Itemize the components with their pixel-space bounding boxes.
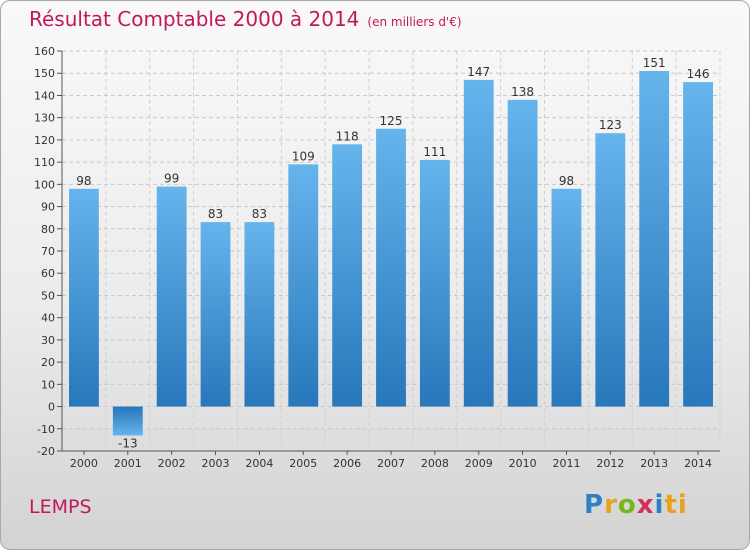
value-label: 138 bbox=[511, 85, 534, 99]
value-label: 147 bbox=[467, 65, 490, 79]
y-tick-label: 50 bbox=[41, 289, 55, 302]
y-tick-label: 140 bbox=[34, 89, 55, 102]
x-tick-label: 2013 bbox=[640, 457, 668, 470]
value-label: 98 bbox=[559, 174, 574, 188]
x-tick-label: 2012 bbox=[596, 457, 624, 470]
bar-2005 bbox=[288, 164, 319, 407]
proxiti-logo: Proxiti bbox=[584, 490, 688, 520]
value-label: 111 bbox=[423, 145, 446, 159]
value-label: -13 bbox=[118, 436, 138, 450]
bar-2012 bbox=[595, 133, 626, 407]
bar-2002 bbox=[156, 186, 187, 407]
x-tick-label: 2010 bbox=[509, 457, 537, 470]
value-label: 123 bbox=[599, 118, 622, 132]
value-labels: 98 -13 99 83 83 109 118 125 111 147 138 98 123 151 146 bbox=[76, 56, 709, 450]
value-label: 98 bbox=[76, 174, 91, 188]
bars bbox=[69, 71, 713, 436]
bar-2013 bbox=[639, 71, 670, 407]
x-tick-label: 2003 bbox=[202, 457, 230, 470]
x-tick-label: 2007 bbox=[377, 457, 405, 470]
bar-2001 bbox=[112, 406, 143, 436]
commune-name: LEMPS bbox=[29, 496, 92, 518]
y-tick-label: 80 bbox=[41, 223, 55, 236]
y-tick-label: -20 bbox=[37, 445, 55, 458]
y-tick-label: 100 bbox=[34, 178, 55, 191]
value-label: 109 bbox=[292, 149, 315, 163]
x-tick-label: 2009 bbox=[465, 457, 493, 470]
y-tick-label: 110 bbox=[34, 156, 55, 169]
y-tick-label: 130 bbox=[34, 112, 55, 125]
value-label: 83 bbox=[252, 207, 267, 221]
bar-2004 bbox=[244, 222, 275, 407]
chart-title: Résultat Comptable 2000 à 2014 (en millie… bbox=[29, 7, 462, 31]
y-tick-label: 90 bbox=[41, 201, 55, 214]
value-label: 118 bbox=[336, 129, 359, 143]
bar-2006 bbox=[332, 144, 363, 407]
bar-2008 bbox=[419, 159, 450, 407]
bar-2014 bbox=[683, 82, 713, 407]
x-tick-label: 2006 bbox=[333, 457, 361, 470]
y-tick-label: 40 bbox=[41, 312, 55, 325]
y-tick-label: -10 bbox=[37, 423, 55, 436]
y-tick-label: 10 bbox=[41, 378, 55, 391]
bar-2009 bbox=[463, 79, 494, 407]
y-tick-label: 120 bbox=[34, 134, 55, 147]
bar-2003 bbox=[200, 222, 231, 407]
x-tick-label: 2005 bbox=[289, 457, 317, 470]
x-tick-label: 2011 bbox=[552, 457, 580, 470]
x-tick-label: 2000 bbox=[70, 457, 98, 470]
axes: -20 -10 0 10 20 30 40 50 60 70 80 90 100 110 120 130 140… bbox=[34, 45, 720, 470]
value-label: 99 bbox=[164, 172, 179, 186]
value-label: 125 bbox=[380, 114, 403, 128]
x-tick-label: 2008 bbox=[421, 457, 449, 470]
y-tick-label: 0 bbox=[48, 401, 55, 414]
bar-2010 bbox=[507, 99, 538, 407]
unit-label: (en milliers d'€) bbox=[367, 15, 462, 29]
x-tick-label: 2002 bbox=[158, 457, 186, 470]
y-tick-label: 20 bbox=[41, 356, 55, 369]
value-label: 146 bbox=[687, 67, 710, 81]
bar-2000 bbox=[69, 188, 99, 407]
value-label: 151 bbox=[643, 56, 666, 70]
y-tick-label: 30 bbox=[41, 334, 55, 347]
x-tick-label: 2004 bbox=[245, 457, 273, 470]
x-tick-label: 2001 bbox=[114, 457, 142, 470]
y-tick-label: 60 bbox=[41, 267, 55, 280]
y-tick-label: 160 bbox=[34, 45, 55, 58]
value-label: 83 bbox=[208, 207, 223, 221]
y-tick-label: 150 bbox=[34, 67, 55, 80]
bar-2007 bbox=[376, 128, 406, 407]
x-tick-label: 2014 bbox=[684, 457, 712, 470]
y-tick-label: 70 bbox=[41, 245, 55, 258]
bar-2011 bbox=[551, 188, 582, 407]
